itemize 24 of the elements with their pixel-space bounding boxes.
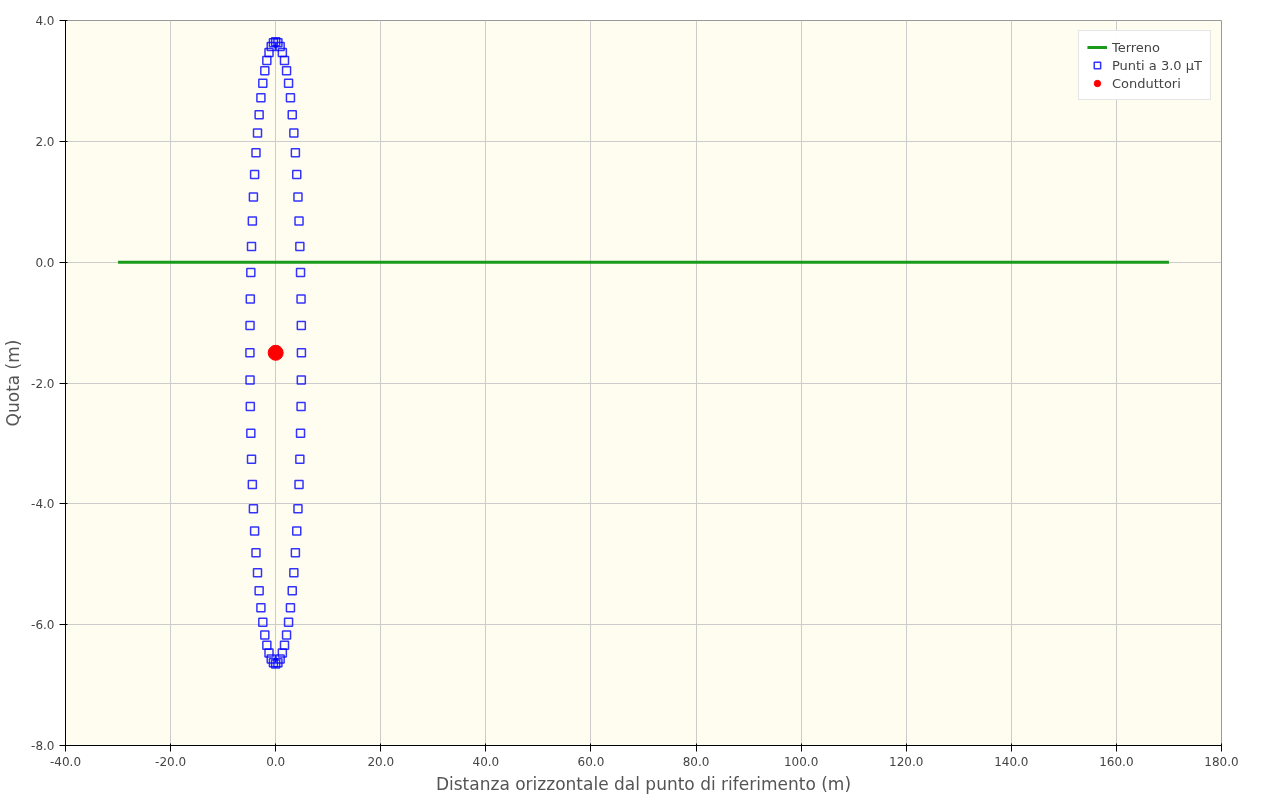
legend-label: Conduttori (1111, 75, 1181, 91)
x-tick-label: 0.0 (266, 754, 286, 769)
x-tick-label: 80.0 (682, 754, 710, 769)
x-tick-label: 160.0 (1099, 754, 1134, 769)
y-tick-label: -4.0 (31, 497, 55, 512)
y-axis-title: Quota (m) (3, 339, 24, 427)
y-tick-label: -2.0 (31, 376, 55, 391)
x-axis-title: Distanza orizzontale dal punto di riferimento (m) (435, 773, 852, 794)
x-tick-label: 120.0 (889, 754, 924, 769)
y-tick-label: -8.0 (31, 739, 55, 753)
x-tick-label: 140.0 (994, 754, 1029, 769)
legend-label: Punti a 3.0 µT (1111, 57, 1202, 73)
y-tick-label: -6.0 (31, 618, 55, 633)
y-tick-label: 0.0 (35, 255, 55, 270)
x-tick-label: 20.0 (367, 754, 395, 769)
x-tick-label: -40.0 (49, 754, 82, 769)
x-tick-label: -20.0 (155, 754, 187, 769)
x-tick-label: 100.0 (783, 754, 819, 769)
x-tick-label: 40.0 (472, 754, 500, 769)
legend-label: Terreno (1111, 39, 1161, 55)
x-tick-label: 180.0 (1204, 754, 1239, 769)
y-tick-label: 4.0 (35, 14, 55, 28)
x-tick-label: 60.0 (577, 754, 605, 769)
y-tick-label: 2.0 (35, 134, 55, 149)
